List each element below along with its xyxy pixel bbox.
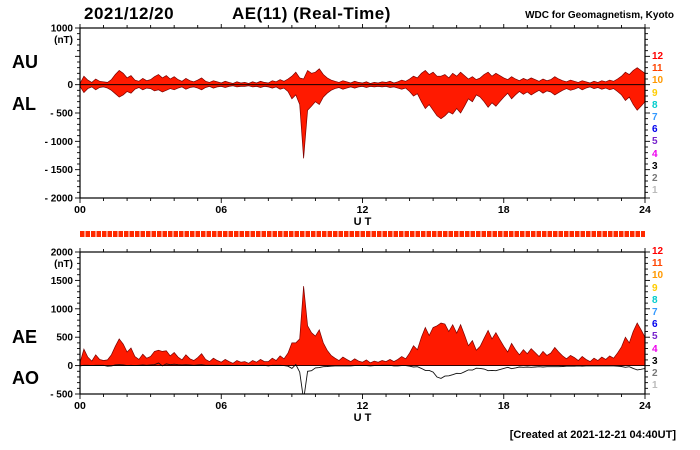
x-tick-label: 24	[639, 400, 651, 412]
legend-entry-7: 7	[652, 112, 658, 124]
panel-label-ao: AO	[12, 368, 39, 388]
y-tick-label: 0	[67, 361, 73, 372]
y-tick-label: - 1500	[45, 165, 74, 176]
panel-bottom: 2000 1500 1000 500 0 - 500 (nT) 00 06 12 18 24 U T	[50, 248, 651, 425]
x-tick-label: 06	[215, 400, 227, 412]
legend-entry-8: 8	[652, 99, 658, 111]
y-tick-label: 2000	[51, 248, 74, 259]
legend-entry-11: 11	[652, 63, 663, 75]
ae-series	[80, 286, 645, 366]
y-tick-label: - 1000	[45, 137, 74, 148]
y-tick-label: 0	[67, 80, 73, 91]
x-tick-label: 00	[74, 400, 86, 412]
created-timestamp: [Created at 2021-12-21 04:40UT]	[509, 429, 676, 441]
y-axis-unit: (nT)	[54, 259, 73, 270]
panel-label-ae: AE	[12, 327, 38, 347]
legend-entry-5: 5	[652, 136, 658, 148]
y-tick-label: 500	[56, 333, 73, 344]
panel-label-al: AL	[12, 94, 36, 114]
legend-entry-4: 4	[652, 148, 658, 160]
legend-entry-1: 1	[652, 380, 658, 392]
legend-entry-8: 8	[652, 294, 658, 306]
legend-entry-10: 10	[652, 75, 664, 87]
legend-entry-5: 5	[652, 331, 658, 343]
x-tick-label: 24	[639, 204, 651, 216]
x-axis-title: U T	[354, 216, 372, 228]
station-count-legend-top: 12 11 10 9 8 7 6 5 4 3 2 1	[652, 51, 663, 197]
y-tick-label: 1500	[51, 276, 74, 287]
legend-entry-3: 3	[652, 160, 658, 172]
y-tick-label: - 500	[50, 109, 73, 120]
x-tick-label: 06	[215, 204, 227, 216]
legend-entry-9: 9	[652, 87, 658, 99]
organization-label: WDC for Geomagnetism, Kyoto	[525, 10, 674, 21]
station-count-legend-bottom: 12 11 10 9 8 7 6 5 4 3 2 1	[652, 246, 663, 392]
page-title: AE(11) (Real-Time)	[232, 4, 391, 23]
panel-label-au: AU	[12, 52, 38, 72]
legend-entry-12: 12	[652, 246, 664, 257]
y-tick-label: 1000	[51, 24, 74, 35]
legend-entry-9: 9	[652, 282, 658, 294]
x-axis-title: U T	[354, 412, 372, 424]
x-tick-label: 12	[357, 400, 369, 412]
y-tick-label: - 2000	[45, 194, 74, 205]
legend-entry-2: 2	[652, 368, 658, 380]
x-tick-label: 00	[74, 204, 86, 216]
x-tick-label: 18	[498, 400, 510, 412]
date-label: 2021/12/20	[84, 4, 175, 23]
panel-top: 1000 0 - 500 - 1000 - 1500 - 2000 (nT) 00 06 12 18…	[45, 24, 651, 229]
legend-entry-12: 12	[652, 51, 664, 62]
legend-entry-1: 1	[652, 185, 658, 197]
legend-entry-6: 6	[652, 124, 658, 136]
x-tick-label: 12	[357, 204, 369, 216]
legend-entry-4: 4	[652, 343, 658, 355]
x-tick-label: 18	[498, 204, 510, 216]
y-axis-unit: (nT)	[54, 35, 73, 46]
y-tick-label: 1000	[51, 304, 74, 315]
y-tick-label: - 500	[50, 390, 73, 401]
legend-entry-6: 6	[652, 319, 658, 331]
legend-entry-11: 11	[652, 258, 663, 270]
legend-entry-10: 10	[652, 270, 664, 282]
legend-entry-7: 7	[652, 307, 658, 319]
al-series	[80, 84, 645, 159]
plot-frame	[79, 251, 646, 395]
station-availability-bar	[80, 231, 645, 237]
legend-entry-3: 3	[652, 355, 658, 367]
au-series	[80, 67, 645, 86]
plot-frame	[79, 27, 646, 199]
legend-entry-2: 2	[652, 173, 658, 185]
